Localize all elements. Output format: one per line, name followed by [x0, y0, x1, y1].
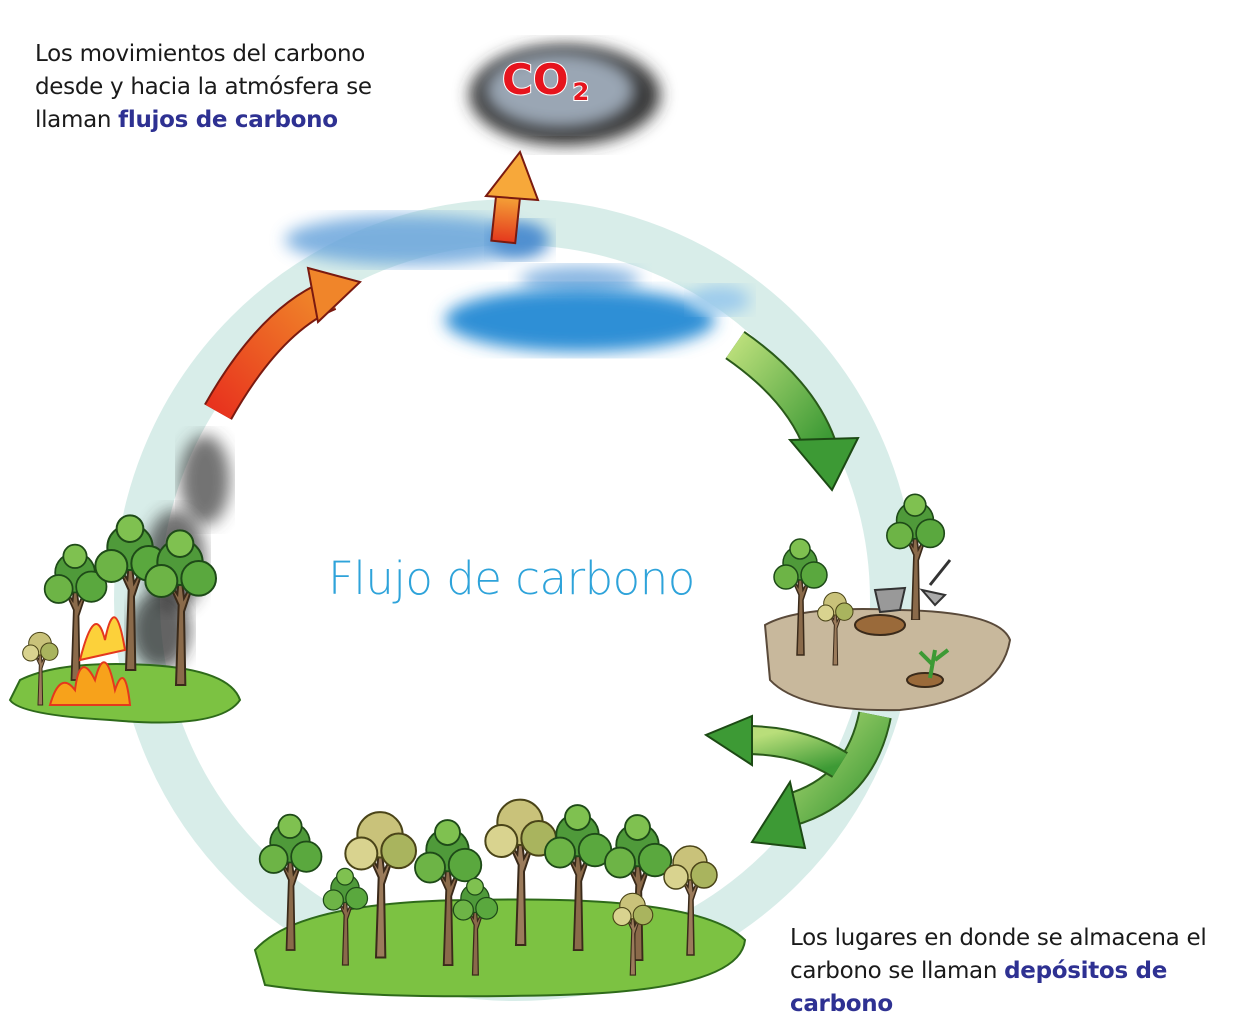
flux-note: Los movimientos del carbono desde y haci…	[35, 38, 420, 137]
smoke-part	[180, 435, 230, 525]
co2-main: CO	[502, 55, 569, 104]
forest-part	[255, 900, 745, 997]
storage-note: Los lugares en donde se almacena el carb…	[790, 922, 1235, 1021]
planting-site-part	[907, 673, 943, 687]
planting-site-part	[875, 588, 905, 612]
arrow-storage-part	[745, 740, 840, 765]
arrow-storage-part	[706, 716, 752, 765]
diagram	[0, 0, 1235, 1018]
sky-clouds-part	[690, 286, 750, 314]
forest	[255, 800, 745, 997]
center-title: Flujo de carbono	[328, 552, 695, 605]
planting-site-part	[855, 615, 905, 635]
co2-subscript: 2	[573, 78, 590, 106]
planting-site-part	[930, 560, 950, 585]
sky-clouds-part	[445, 288, 715, 352]
note-highlight: flujos de carbono	[118, 107, 338, 133]
planting-site-part	[922, 590, 945, 605]
page: CO2 Los movimientos del carbono desde y …	[0, 0, 1235, 1018]
arrow-to-atmosphere-part	[486, 152, 538, 200]
